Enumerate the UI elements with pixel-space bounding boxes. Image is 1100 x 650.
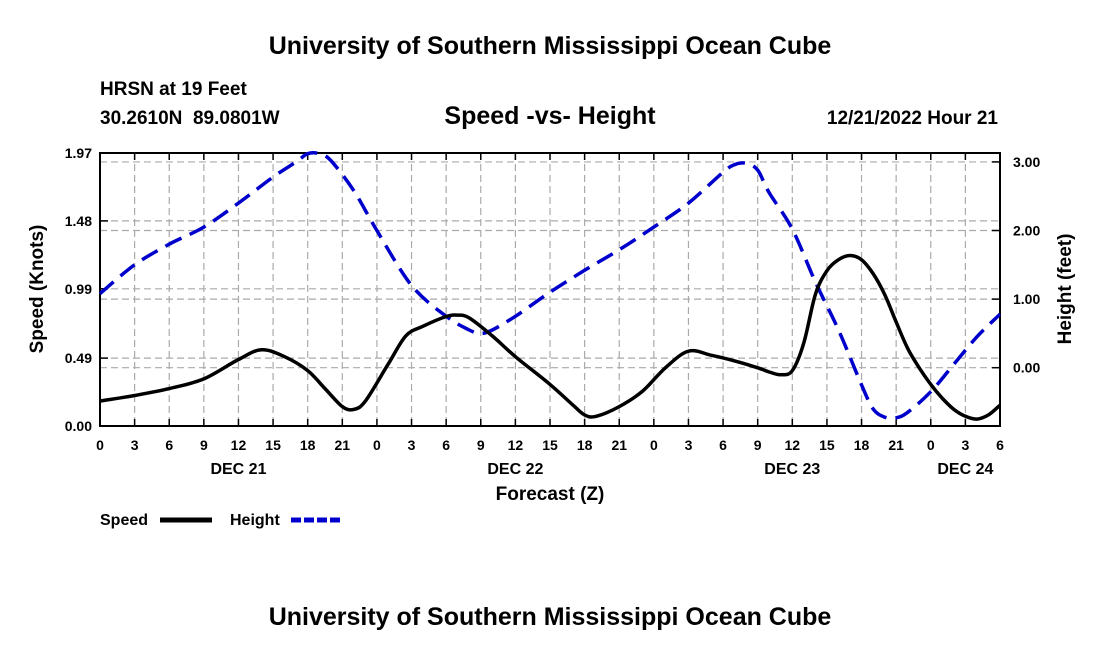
y2-axis-label: Height (feet) [1055,234,1076,345]
y-tick-label: 1.48 [65,213,92,229]
x-tick-label: 15 [265,437,281,453]
grid-lines [100,153,1000,426]
x-tick-label: 21 [888,437,904,453]
x-tick-label: 0 [927,437,935,453]
x-tick-label: 6 [996,437,1004,453]
x-tick-label: 0 [373,437,381,453]
y2-tick-label: 1.00 [1013,291,1040,307]
y-tick-label: 0.00 [65,418,92,434]
height-series-line [98,150,1002,421]
x-day-label: DEC 21 [210,461,266,478]
x-day-label: DEC 23 [764,461,820,478]
x-tick-label: 3 [408,437,416,453]
station-label: HRSN at 19 Feet [100,79,247,100]
y-tick-label: 0.99 [65,281,92,297]
y-axis-label: Speed (Knots) [27,225,48,354]
x-tick-label: 12 [785,437,801,453]
x-tick-label: 12 [508,437,524,453]
x-tick-label: 6 [719,437,727,453]
coords-label: 30.2610N 89.0801W [100,108,280,129]
x-tick-label: 15 [542,437,558,453]
x-tick-label: 3 [131,437,139,453]
y-axis-ticks: 0.00 0.49 0.99 1.48 1.97 [65,145,108,434]
x-day-label: DEC 24 [937,461,993,478]
x-tick-label: 6 [165,437,173,453]
x-tick-label: 0 [96,437,104,453]
x-tick-label: 3 [685,437,693,453]
x-tick-label: 6 [442,437,450,453]
x-tick-label: 12 [231,437,247,453]
y2-axis-ticks: 0.00 1.00 2.00 3.00 [992,154,1040,376]
legend-speed-label: Speed [100,512,148,529]
y2-tick-label: 0.00 [1013,360,1040,376]
x-tick-label: 15 [819,437,835,453]
plot-frame [99,152,1001,427]
datetime-label: 12/21/2022 Hour 21 [827,108,999,129]
x-tick-label: 9 [754,437,762,453]
x-tick-label: 9 [477,437,485,453]
x-tick-label: 3 [961,437,969,453]
x-tick-label: 21 [335,437,351,453]
x-tick-label: 18 [577,437,593,453]
legend-height-label: Height [230,512,280,529]
y2-tick-label: 2.00 [1013,223,1040,239]
x-tick-label: 9 [200,437,208,453]
y-tick-label: 1.97 [65,145,92,161]
legend: Speed Height [100,512,342,529]
x-tick-label: 18 [854,437,870,453]
x-axis-label: Forecast (Z) [496,484,605,505]
chart-title: Speed -vs- Height [444,102,656,130]
y-tick-label: 0.49 [65,350,92,366]
y2-tick-label: 3.00 [1013,154,1040,170]
x-tick-label: 21 [611,437,627,453]
footer-title: University of Southern Mississippi Ocean… [269,603,832,631]
speed-series-line [99,253,1002,421]
x-day-label: DEC 22 [487,461,543,478]
x-tick-label: 18 [300,437,316,453]
page-title: University of Southern Mississippi Ocean… [269,32,832,60]
x-tick-label: 0 [650,437,658,453]
